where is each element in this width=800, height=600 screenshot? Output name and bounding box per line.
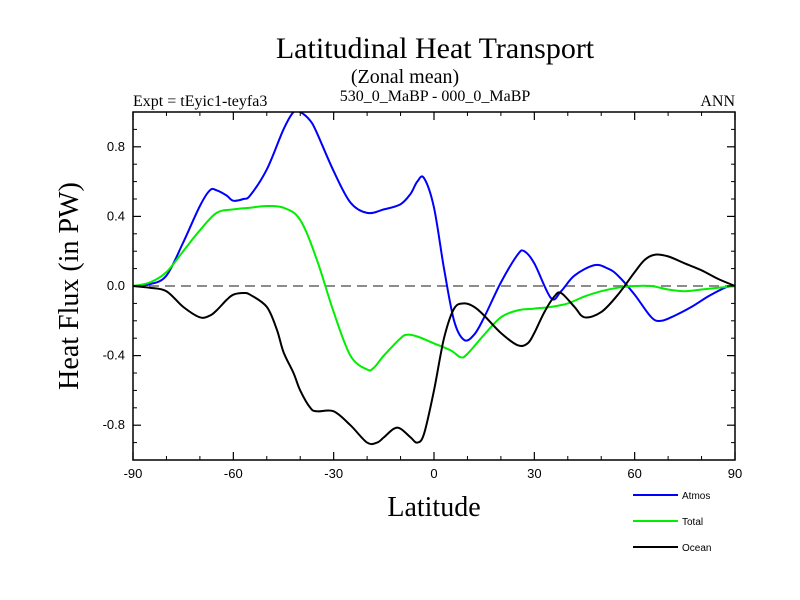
y-tick-label: -0.4 [103,348,125,363]
legend: Atmos Total Ocean [633,491,711,554]
x-tick-label: -90 [124,466,143,481]
series-line-atmos [133,112,735,342]
x-tick-label: 0 [430,466,437,481]
y-tick-label: 0.0 [107,278,125,293]
chart-title: Latitudinal Heat Transport [276,32,595,65]
y-tick-label: -0.8 [103,417,125,432]
x-tick-label: 60 [627,466,641,481]
legend-label-atmos: Atmos [682,491,710,502]
y-axis-label: Heat Flux (in PW) [54,182,85,390]
expt-label: Expt = tEyic1-teyfa3 [133,93,267,110]
x-tick-label: -60 [224,466,243,481]
legend-label-total: Total [682,517,703,528]
x-axis-label: Latitude [387,492,480,523]
series-line-total [133,204,735,372]
chart-subtitle: (Zonal mean) [351,66,459,88]
season-label: ANN [700,93,735,110]
plot-area [133,112,735,446]
x-tick-label: 90 [728,466,742,481]
legend-label-ocean: Ocean [682,543,711,554]
series-line-ocean [133,253,735,446]
axis-ticks: -90 -60 -30 0 30 60 90 -0.8 -0.4 0.0 0.4 0.8 [103,111,742,481]
period-label: 530_0_MaBP - 000_0_MaBP [340,88,531,105]
x-tick-label: -30 [324,466,343,481]
y-tick-label: 0.4 [107,208,125,223]
y-tick-label: 0.8 [107,139,125,154]
x-tick-label: 30 [527,466,541,481]
